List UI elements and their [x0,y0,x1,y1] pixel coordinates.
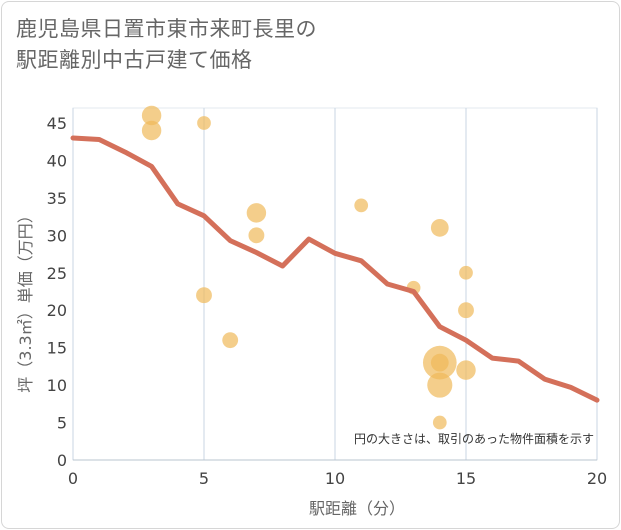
x-tick-label: 10 [325,469,345,488]
x-ticks: 0 5 10 15 20 [68,469,607,488]
bubbles [141,105,476,430]
y-ticks: 0 5 10 15 20 25 30 35 40 45 [47,114,67,470]
y-tick-label: 35 [47,189,67,208]
grid [72,107,598,461]
x-tick-label: 0 [68,469,78,488]
data-point [196,287,212,304]
data-point [222,332,239,349]
chart-title: 鹿児島県日置市東市来町長里の 駅距離別中古戸建て価格 [16,14,436,76]
x-tick-label: 20 [587,469,607,488]
data-point [427,372,453,398]
data-point [141,120,162,141]
trend-line-group [70,135,600,403]
chart-title-line-1: 鹿児島県日置市東市来町長里の [16,17,317,41]
data-point [456,360,476,380]
x-tick-label: 5 [199,469,209,488]
data-point [248,227,265,244]
chart-title-line-2: 駅距離別中古戸建て価格 [16,48,253,72]
data-point [430,353,449,372]
size-note: 円の大きさは、取引のあった物件面積を示す [354,431,594,446]
y-tick-label: 45 [47,114,67,133]
trend-line [70,135,600,403]
y-tick-label: 25 [47,264,67,283]
data-point [141,105,162,126]
data-point [432,415,447,430]
x-tick-label: 15 [456,469,476,488]
y-tick-label: 20 [47,301,67,320]
y-tick-label: 15 [47,339,67,358]
y-tick-label: 40 [47,151,67,170]
y-tick-label: 10 [47,376,67,395]
y-tick-label: 5 [57,414,67,433]
x-axis-label: 駅距離（分） [309,499,405,518]
data-point [459,265,473,280]
data-point [458,302,474,319]
data-point [246,203,267,223]
y-tick-label: 0 [57,451,67,470]
data-point [430,218,449,237]
y-axis-label: 坪（3.3㎡）単価（万円） [16,207,35,392]
y-tick-label: 30 [47,226,67,245]
data-point [197,116,211,130]
data-point [354,198,369,213]
